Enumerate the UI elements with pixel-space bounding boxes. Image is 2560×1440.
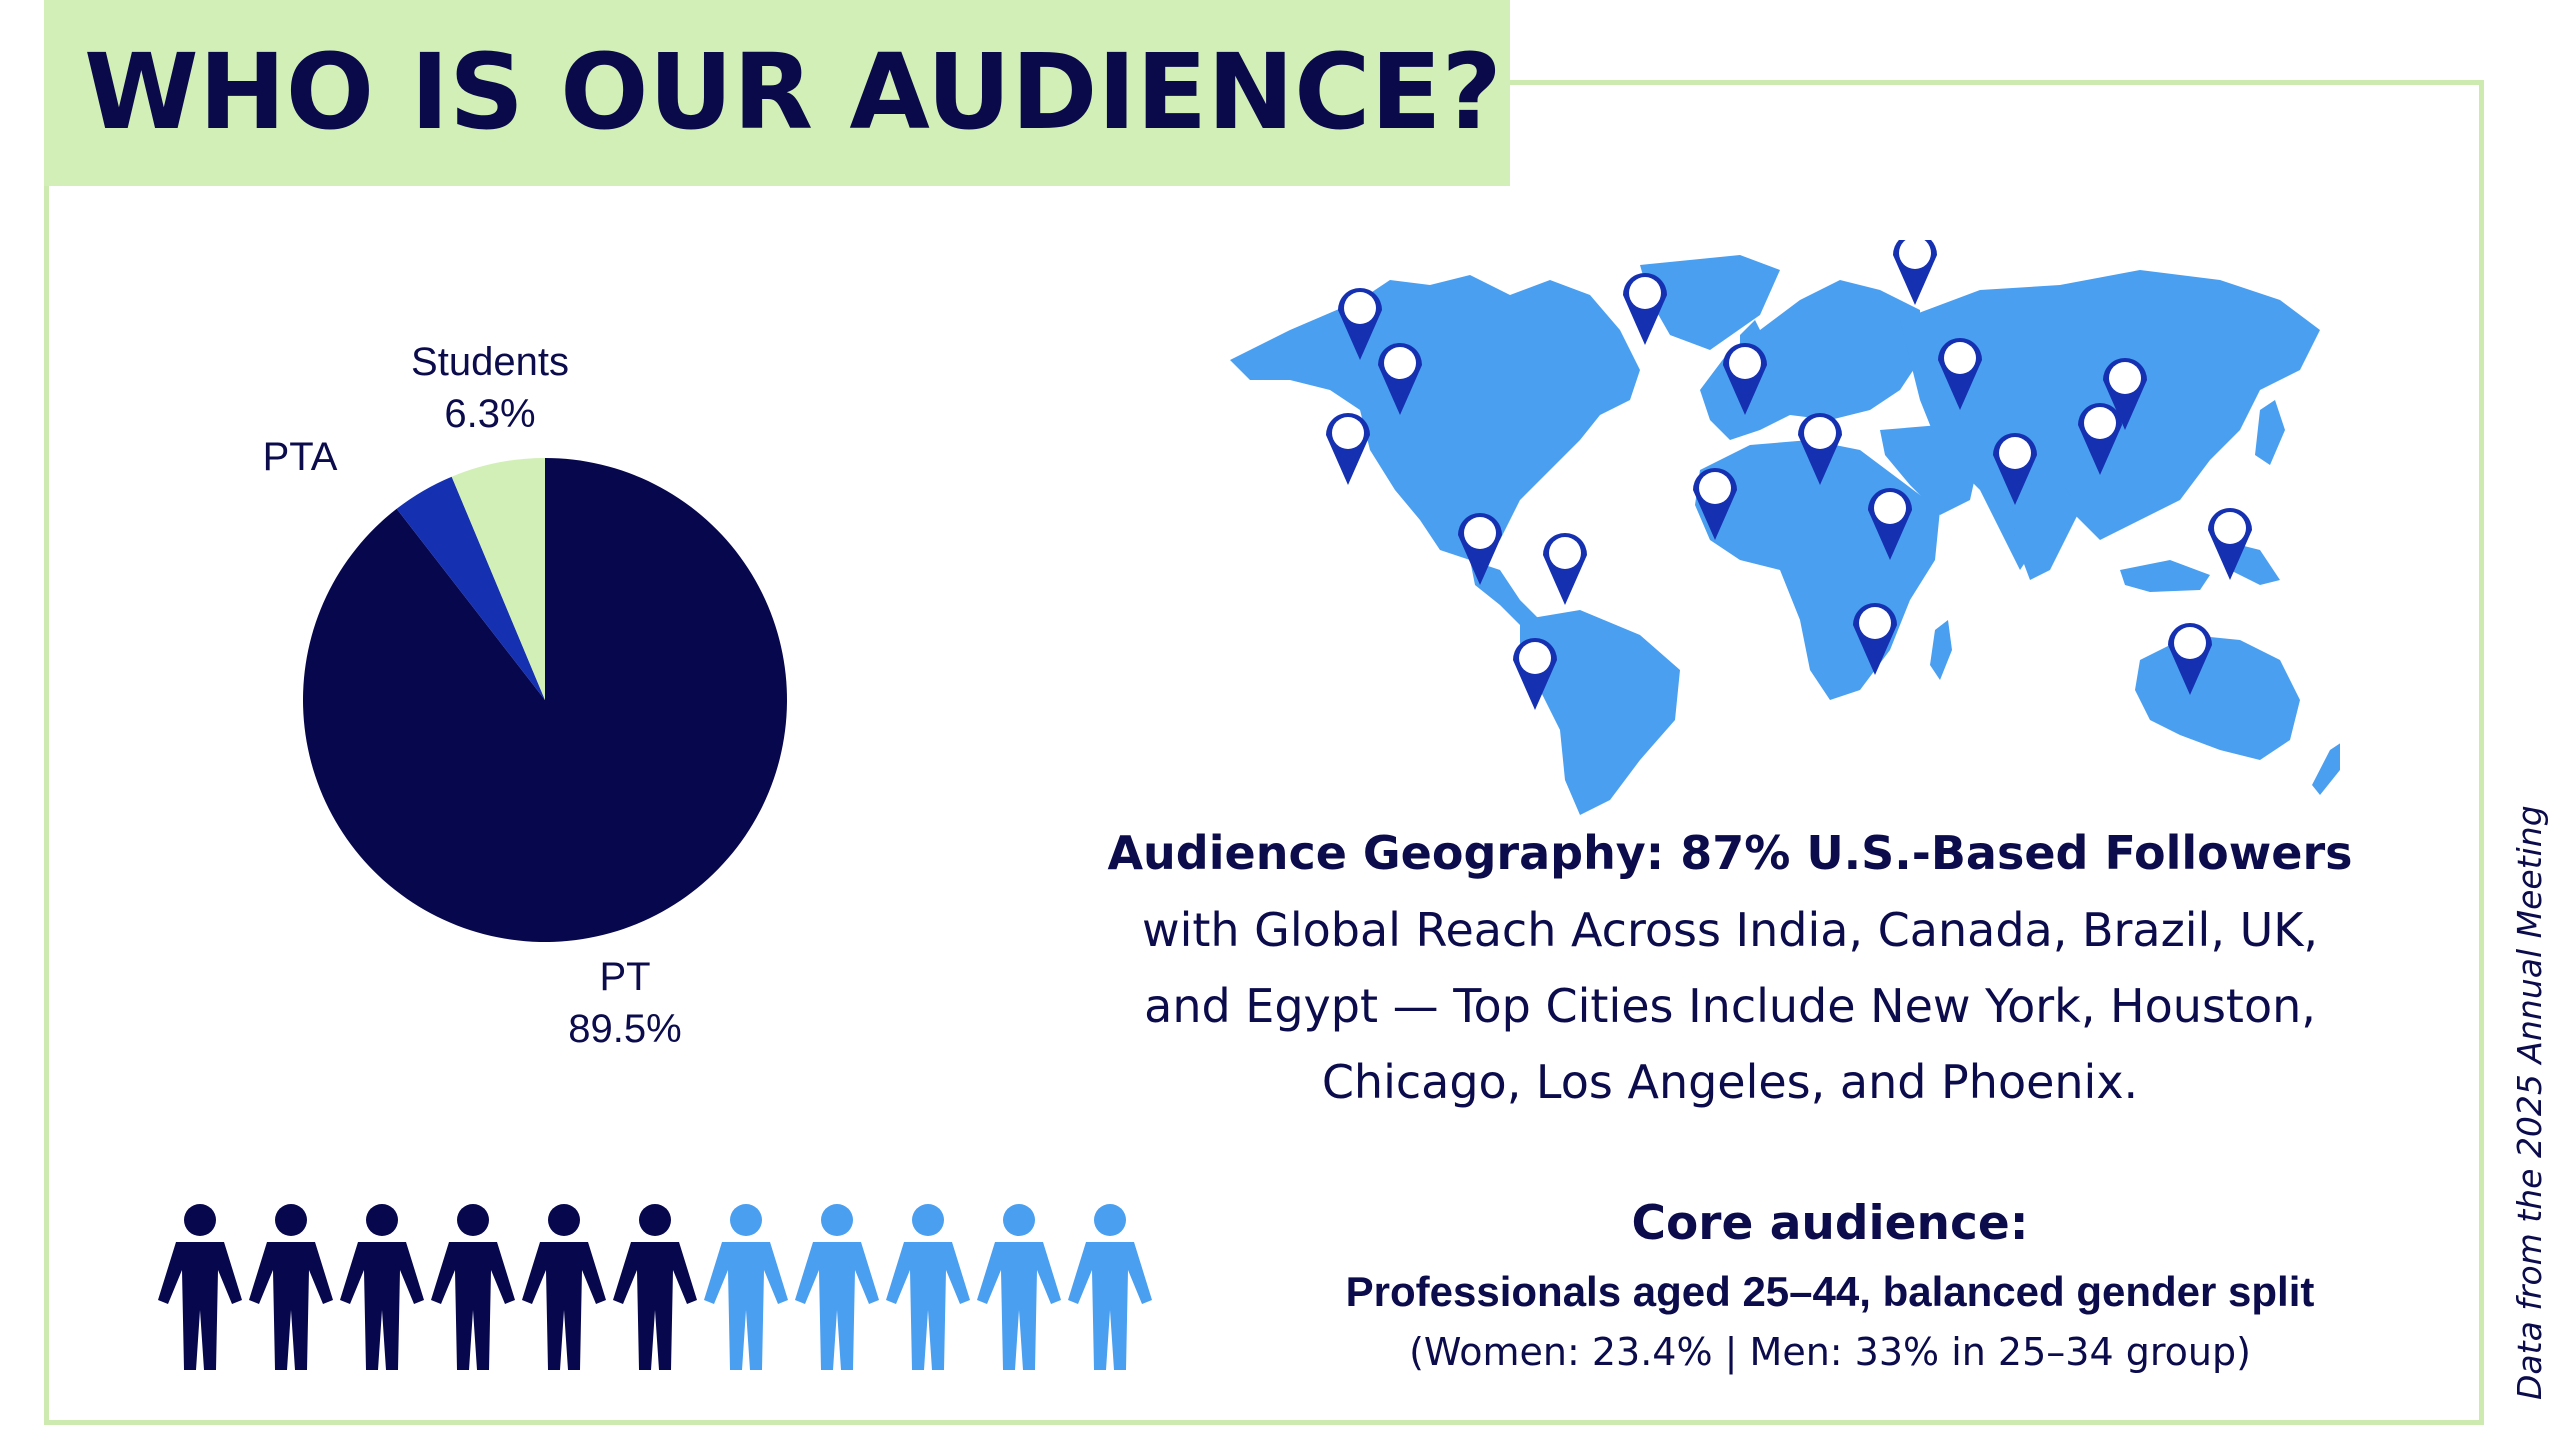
map-pin-icon <box>1893 240 1937 305</box>
core-audience-title: Core audience: <box>1631 1196 2029 1251</box>
person-icon <box>704 1204 788 1370</box>
pie-slice-students <box>451 458 545 700</box>
person-icon <box>1068 1204 1152 1370</box>
map-pin-icon <box>2103 358 2147 430</box>
map-pin-icon <box>1338 288 1382 360</box>
location-pins <box>1326 240 2252 710</box>
pie-value-students: 6.3% <box>444 392 535 436</box>
pie-label-students: Students <box>411 340 569 384</box>
continents <box>1230 255 2340 815</box>
person-icon <box>795 1204 879 1370</box>
person-icon <box>613 1204 697 1370</box>
source-note: Data from the 2025 Annual Meeting <box>2510 805 2549 1400</box>
audience-pie-chart: PT 89.5% PTA Students 6.3% <box>263 340 787 1051</box>
map-pin-icon <box>1938 338 1982 410</box>
map-pin-icon <box>2168 623 2212 695</box>
pie-value-pt: 89.5% <box>568 1007 681 1051</box>
map-pin-icon <box>1693 468 1737 540</box>
person-icon <box>340 1204 424 1370</box>
person-icon <box>249 1204 333 1370</box>
map-pin-icon <box>1723 343 1767 415</box>
map-pin-icon <box>2078 403 2122 475</box>
map-pin-icon <box>1326 413 1370 485</box>
pie-label-pta: PTA <box>263 435 338 479</box>
geography-line: with Global Reach Across India, Canada, … <box>1141 903 2319 957</box>
person-icon <box>431 1204 515 1370</box>
person-icon <box>977 1204 1061 1370</box>
page-title: WHO IS OUR AUDIENCE? <box>84 31 1502 153</box>
geography-headline: Audience Geography: 87% U.S.-Based Follo… <box>1107 826 2353 880</box>
core-audience-note: (Women: 23.4% | Men: 33% in 25–34 group) <box>1409 1330 2251 1374</box>
map-pin-icon <box>1513 638 1557 710</box>
geography-line: Chicago, Los Angeles, and Phoenix. <box>1321 1055 2139 1109</box>
core-audience-subtitle: Professionals aged 25–44, balanced gende… <box>1345 1268 2315 1315</box>
geography-line: and Egypt — Top Cities Include New York,… <box>1144 979 2316 1033</box>
map-pin-icon <box>1543 532 1587 605</box>
map-pin-icon <box>2208 508 2252 580</box>
people-icon-row <box>158 1204 1152 1370</box>
map-pin-icon <box>1458 513 1502 585</box>
title-banner: WHO IS OUR AUDIENCE? <box>44 0 1510 186</box>
map-pin-icon <box>1623 273 1667 345</box>
map-pin-icon <box>1993 433 2037 505</box>
person-icon <box>522 1204 606 1370</box>
map-pin-icon <box>1853 603 1897 675</box>
person-icon <box>158 1204 242 1370</box>
map-pin-icon <box>1868 488 1912 560</box>
world-map-icon <box>1230 240 2340 815</box>
pie-slice-pta <box>396 476 545 700</box>
map-pin-icon <box>1798 413 1842 485</box>
map-pin-icon <box>1378 342 1422 415</box>
pie-label-pt: PT <box>599 955 650 999</box>
person-icon <box>886 1204 970 1370</box>
